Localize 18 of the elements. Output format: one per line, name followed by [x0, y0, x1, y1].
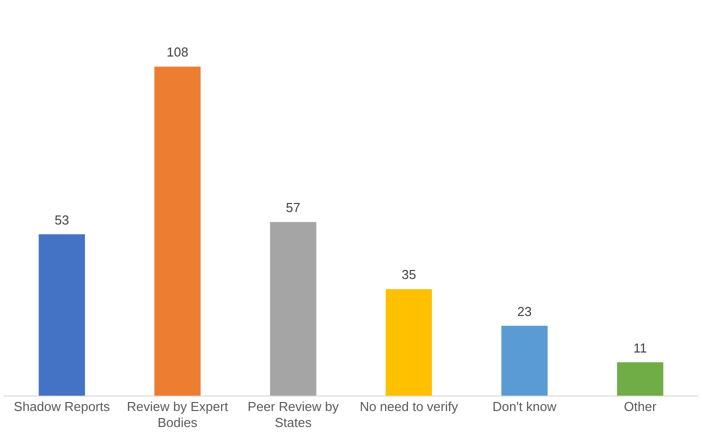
- x-tick-label: Review by Expert Bodies: [126, 399, 228, 430]
- bar: [501, 326, 548, 396]
- bar: [386, 289, 432, 396]
- data-label: 11: [633, 340, 647, 356]
- data-label: 108: [166, 44, 188, 60]
- x-tick-label: Shadow Reports: [14, 399, 110, 414]
- x-tick-label: Peer Review by States: [248, 399, 340, 430]
- x-tick-label: Other: [624, 399, 658, 414]
- bar: [38, 234, 85, 396]
- data-label: 35: [402, 267, 416, 282]
- bar: [617, 362, 664, 396]
- data-label: 53: [54, 212, 70, 228]
- x-tick-label: Don't know: [492, 399, 558, 414]
- x-tick-label: No need to verify: [360, 399, 458, 414]
- bar: [270, 222, 316, 396]
- bar: [154, 66, 201, 396]
- data-label: 23: [517, 304, 532, 319]
- data-label: 57: [286, 200, 300, 216]
